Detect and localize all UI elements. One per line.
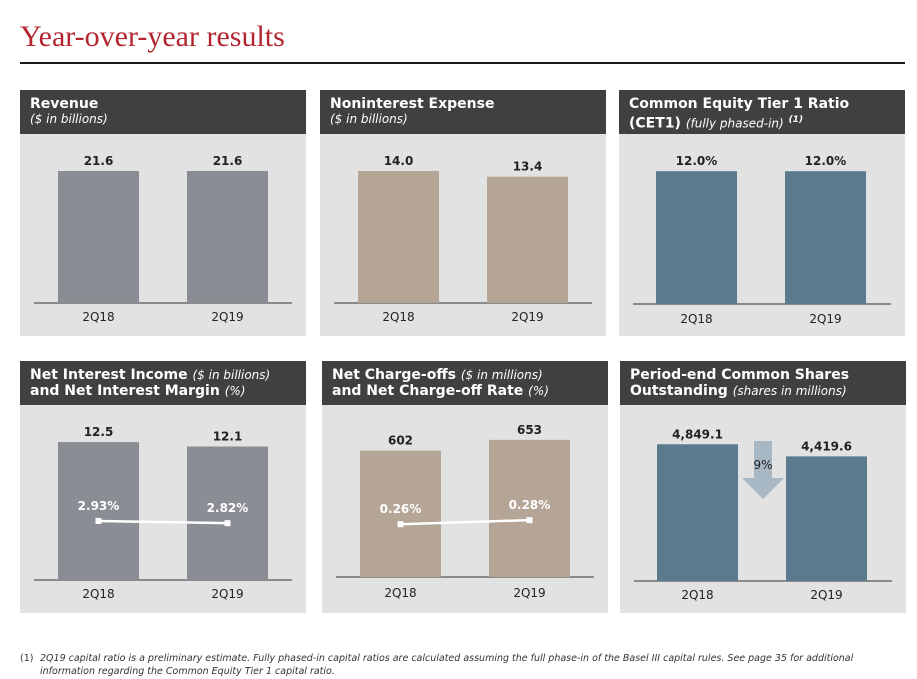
x-tick-label: 2Q19	[211, 310, 243, 324]
bar	[785, 171, 866, 304]
rate-line	[400, 518, 530, 526]
bar-value-label: 602	[388, 434, 413, 448]
noninterest-expense-chart: 14.0 2Q18 13.4 2Q19	[334, 154, 592, 324]
bar	[58, 171, 139, 303]
panel-title-line2: and Net Charge-off Rate	[332, 383, 524, 399]
cet1-chart: 12.0% 2Q18 12.0% 2Q19	[633, 154, 891, 326]
bar	[58, 442, 139, 580]
bar-value-label: 14.0	[384, 154, 414, 168]
x-tick-label: 2Q19	[810, 588, 842, 602]
title-divider	[20, 62, 905, 64]
panel-header: Noninterest Expense ($ in billions)	[320, 90, 606, 134]
bar-value-label: 12.0%	[676, 154, 718, 168]
bar	[786, 456, 867, 581]
bar	[187, 446, 268, 580]
rate-point	[526, 517, 533, 524]
panel-subtitle: (fully phased-in)	[685, 116, 784, 131]
page-title: Year-over-year results	[20, 20, 285, 53]
rate-point	[397, 521, 404, 528]
panel-subtitle: (shares in millions)	[732, 384, 847, 398]
down-arrow-icon	[742, 441, 784, 499]
panel-title-line2: (CET1)	[629, 115, 681, 132]
panel-title-line1: Net Interest Income	[30, 367, 188, 383]
panel-title-line1: Net Charge-offs	[332, 367, 456, 383]
panel-title-line2: Outstanding	[630, 383, 728, 399]
bar-value-label: 4,419.6	[801, 439, 852, 453]
panel-header: Period-end Common Shares Outstanding (sh…	[620, 361, 906, 405]
rate-label: 2.93%	[78, 499, 120, 513]
panel-subtitle: ($ in billions)	[330, 112, 408, 126]
x-tick-label: 2Q19	[211, 587, 243, 601]
rate-point	[95, 517, 102, 524]
bar-value-label: 21.6	[84, 154, 114, 168]
x-tick-label: 2Q19	[513, 586, 545, 600]
x-tick-label: 2Q19	[809, 312, 841, 326]
panel-title-line2: and Net Interest Margin	[30, 383, 220, 399]
x-tick-label: 2Q18	[382, 310, 414, 324]
rate-line	[98, 519, 228, 525]
panel-subtitle: ($ in billions)	[30, 112, 108, 126]
panel-net-charge-offs: Net Charge-offs ($ in millions) and Net …	[322, 361, 608, 613]
panel-subtitle-line2: (%)	[224, 384, 246, 398]
footnote-number: (1)	[20, 653, 34, 664]
panel-noninterest-expense: Noninterest Expense ($ in billions) 14.0…	[320, 90, 606, 336]
bar	[656, 171, 737, 304]
rate-label: 0.28%	[509, 498, 551, 512]
panel-title: Noninterest Expense	[330, 96, 495, 112]
panel-header: Revenue ($ in billions)	[20, 90, 306, 134]
net-charge-offs-chart: 602 2Q18 653 2Q19 0.26% 0.28%	[336, 423, 594, 600]
bar	[489, 439, 570, 577]
net-interest-income-chart: 12.5 2Q18 12.1 2Q19 2.93% 2.82%	[34, 425, 292, 601]
panel-subtitle-line1: ($ in billions)	[192, 368, 271, 382]
bar-value-label: 13.4	[513, 160, 543, 174]
panel-subtitle-line1: ($ in millions)	[460, 368, 543, 382]
footnote: (1) 2Q19 capital ratio is a preliminary e…	[20, 652, 900, 678]
panel-shares-outstanding: Period-end Common Shares Outstanding (sh…	[620, 361, 906, 613]
x-tick-label: 2Q19	[511, 310, 543, 324]
bar-value-label: 653	[517, 423, 542, 437]
bar	[487, 176, 568, 303]
bar	[657, 444, 738, 581]
panel-net-interest-income: Net Interest Income ($ in billions) and …	[20, 361, 306, 613]
bar-value-label: 4,849.1	[672, 427, 723, 441]
x-tick-label: 2Q18	[82, 587, 114, 601]
panel-title-line1: Period-end Common Shares	[630, 367, 850, 383]
panel-header: Common Equity Tier 1 Ratio (CET1) (fully…	[619, 90, 905, 134]
bar-value-label: 12.1	[213, 430, 243, 444]
rate-point	[224, 520, 231, 527]
panel-header: Net Interest Income ($ in billions) and …	[20, 361, 306, 405]
bar	[360, 450, 441, 577]
rate-label: 0.26%	[380, 502, 422, 516]
x-tick-label: 2Q18	[681, 588, 713, 602]
bar-value-label: 12.5	[84, 425, 114, 439]
shares-outstanding-chart: 4,849.1 2Q18 4,419.6 2Q19 9%	[634, 427, 892, 602]
panel-title: Revenue	[30, 96, 99, 112]
x-tick-label: 2Q18	[82, 310, 114, 324]
panel-revenue: Revenue ($ in billions) 21.6 2Q18 21.6 2Q19	[20, 90, 306, 336]
panel-subtitle-line2: (%)	[528, 384, 549, 398]
bar	[187, 171, 268, 303]
panel-header: Net Charge-offs ($ in millions) and Net …	[322, 361, 608, 405]
footnote-ref: (1)	[788, 115, 804, 125]
rate-label: 2.82%	[207, 501, 249, 515]
panel-title-line1: Common Equity Tier 1 Ratio	[629, 96, 850, 112]
bar-value-label: 21.6	[213, 154, 243, 168]
footnote-text: 2Q19 capital ratio is a preliminary esti…	[40, 653, 854, 677]
bar-value-label: 12.0%	[805, 154, 847, 168]
revenue-chart: 21.6 2Q18 21.6 2Q19	[34, 154, 292, 324]
x-tick-label: 2Q18	[680, 312, 712, 326]
x-tick-label: 2Q18	[384, 586, 416, 600]
bar	[358, 171, 439, 303]
panel-cet1: Common Equity Tier 1 Ratio (CET1) (fully…	[619, 90, 905, 336]
change-label: 9%	[753, 458, 772, 472]
